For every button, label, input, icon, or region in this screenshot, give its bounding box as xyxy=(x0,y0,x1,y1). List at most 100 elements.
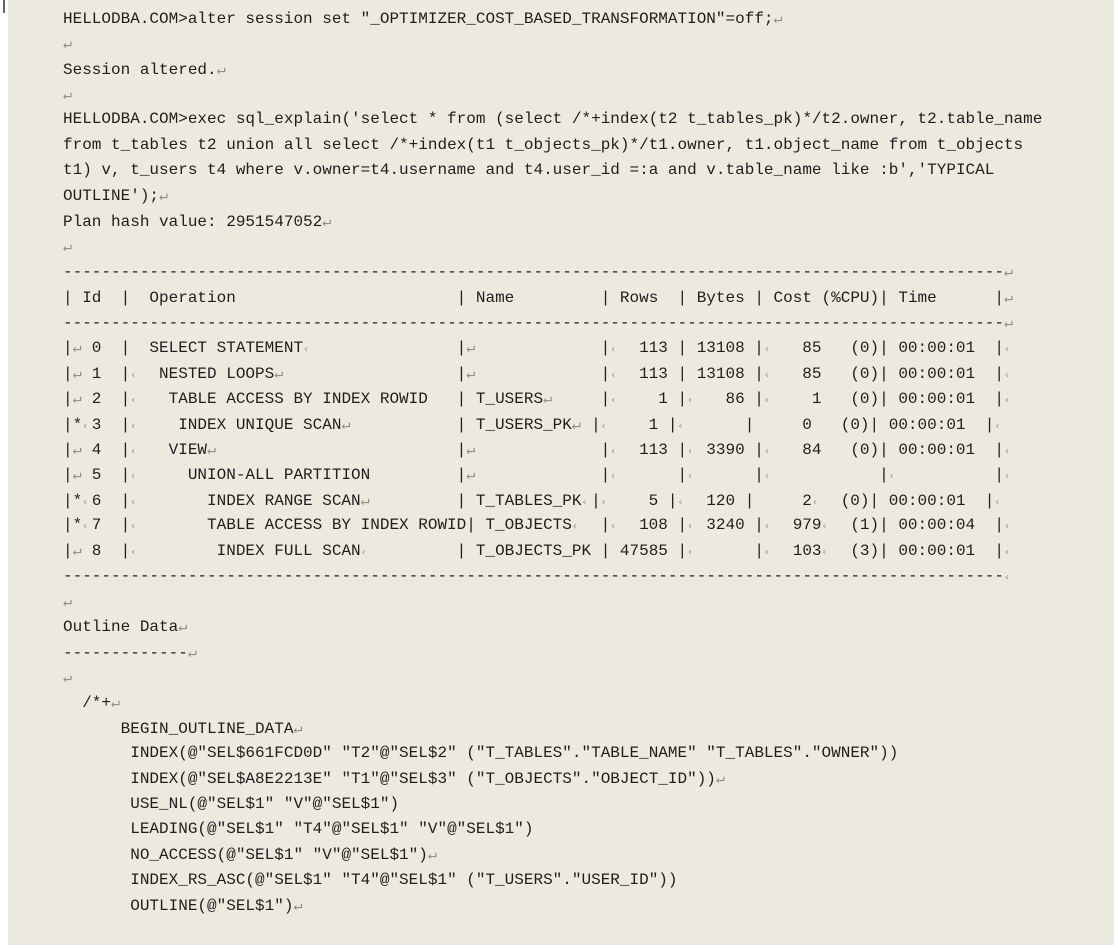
plan-table-border-mid: ----------------------------------------… xyxy=(63,310,1114,335)
console-text: | xyxy=(475,339,611,358)
small-break-mark: ‹ xyxy=(821,520,828,532)
console-text: 120 | xyxy=(687,491,755,510)
small-break-mark: ‹ xyxy=(130,369,137,381)
line-break-mark: ↵ xyxy=(466,338,476,357)
small-break-mark: ‹ xyxy=(888,471,895,483)
line-break-mark: ↵ xyxy=(715,769,725,788)
console-text: OUTLINE(@"SEL$1") xyxy=(63,897,294,916)
line-break-mark: ↵ xyxy=(293,718,303,737)
plan-table-header: | Id | Operation | Name | Rows | Bytes |… xyxy=(63,285,1114,310)
console-text: 84 (0)| 00:00:01 | xyxy=(773,440,1004,459)
console-text: | xyxy=(63,440,73,459)
small-break-mark: ‹ xyxy=(687,395,694,407)
line-break-mark: ↵ xyxy=(72,541,82,560)
plan-row-3: |*‹ 3 |‹ INDEX UNIQUE SCAN↵ | T_USERS_PK↵… xyxy=(63,412,1114,437)
console-text: INDEX FULL SCAN xyxy=(139,542,361,561)
console-text: | T_TABLES_PK xyxy=(370,491,582,510)
cmd-exec-sql-explain-line4: OUTLINE');↵ xyxy=(63,183,1114,208)
console-text: SELECT STATEMENT xyxy=(130,339,304,358)
console-text: | xyxy=(63,364,73,383)
small-break-mark: ‹ xyxy=(994,420,1001,432)
line-break-mark: ↵ xyxy=(293,896,303,915)
console-text: |* xyxy=(63,515,83,534)
small-break-mark: ‹ xyxy=(130,471,137,483)
small-break-mark: ‹ xyxy=(571,520,578,532)
line-break-mark: ↵ xyxy=(63,34,73,53)
console-text: BEGIN_OUTLINE_DATA xyxy=(63,719,294,738)
console-text: | xyxy=(63,339,73,358)
plan-row-6: |*‹ 6 |‹ INDEX RANGE SCAN↵ | T_TABLES_PK‹… xyxy=(63,488,1114,513)
console-text: 1 | xyxy=(619,390,688,409)
console-text: | xyxy=(773,466,889,485)
small-break-mark: ‹ xyxy=(763,520,770,532)
console-text: | xyxy=(696,466,764,485)
console-text: 7 | xyxy=(91,515,131,534)
console-text: INDEX(@"SEL$661FCD0D" "T2"@"SEL$2" ("T_T… xyxy=(63,743,899,762)
outline-use-nl: USE_NL(@"SEL$1" "V"@"SEL$1") xyxy=(63,792,1114,817)
console-text: 3390 | xyxy=(696,440,764,459)
outline-begin: BEGIN_OUTLINE_DATA↵ xyxy=(63,716,1114,741)
console-text: t1) v, t_users t4 where v.owner=t4.usern… xyxy=(63,161,995,180)
small-break-mark: ‹ xyxy=(763,369,770,381)
outline-data-title: Outline Data↵ xyxy=(63,614,1114,639)
cmd-alter-session: HELLODBA.COM>alter session set "_OPTIMIZ… xyxy=(63,6,1114,31)
small-break-mark: ‹ xyxy=(677,496,684,508)
page-corner-mark xyxy=(3,0,5,13)
line-break-mark: ↵ xyxy=(466,465,476,484)
console-text: TABLE ACCESS BY INDEX ROWID | T_USERS xyxy=(139,390,544,409)
console-text: 5 | xyxy=(610,491,678,510)
line-break-mark: ↵ xyxy=(216,59,226,78)
blank-line: ↵ xyxy=(63,31,1114,56)
line-break-mark: ↵ xyxy=(360,490,370,509)
small-break-mark: ‹ xyxy=(994,496,1001,508)
console-text: 113 | 13108 | xyxy=(619,364,764,383)
console-text: ----------------------------------------… xyxy=(63,263,1004,282)
line-break-mark: ↵ xyxy=(111,693,121,712)
console-text: 86 | xyxy=(696,390,764,409)
plan-row-7: |*‹ 7 |‹ TABLE ACCESS BY INDEX ROWID| T_O… xyxy=(63,513,1114,538)
plan-row-1: |↵ 1 |‹ NESTED LOOPS↵ |↵ |‹ 113 | 13108 … xyxy=(63,361,1114,386)
console-text: 4 | xyxy=(82,440,131,459)
console-text: Outline Data xyxy=(63,618,179,637)
console-text: | xyxy=(619,466,688,485)
small-break-mark: ‹ xyxy=(687,471,694,483)
line-break-mark: ↵ xyxy=(1003,313,1013,332)
small-break-mark: ‹ xyxy=(130,520,137,532)
console-text: NESTED LOOPS xyxy=(139,364,275,383)
small-break-mark: ‹ xyxy=(687,445,694,457)
line-break-mark: ↵ xyxy=(72,363,82,382)
console-text: 47585 | xyxy=(610,542,688,561)
console-text: | xyxy=(312,339,467,358)
plan-hash-line: Plan hash value: 2951547052↵ xyxy=(63,209,1114,234)
console-text: TABLE ACCESS BY INDEX ROWID| T_OBJECTS xyxy=(139,515,572,534)
line-break-mark: ↵ xyxy=(427,845,437,864)
small-break-mark: ‹ xyxy=(763,344,770,356)
small-break-mark: ‹ xyxy=(82,520,89,532)
console-text: /*+ xyxy=(63,694,112,713)
console-text: 0 (0)| 00:00:01 | xyxy=(754,415,995,434)
plan-row-0: |↵ 0 | SELECT STATEMENT‹ |↵ |‹ 113 | 131… xyxy=(63,335,1114,360)
small-break-mark: ‹ xyxy=(687,547,694,559)
small-break-mark: ‹ xyxy=(677,420,684,432)
console-text: USE_NL(@"SEL$1" "V"@"SEL$1") xyxy=(63,794,400,813)
console-text: (3)| 00:00:01 | xyxy=(831,542,1004,561)
line-break-mark: ↵ xyxy=(466,363,476,382)
plan-row-8: |↵ 8 |‹ INDEX FULL SCAN‹ | T_OBJECTS_PK … xyxy=(63,538,1114,563)
small-break-mark: ‹ xyxy=(610,445,617,457)
small-break-mark: ‹ xyxy=(130,547,137,559)
outline-index-rs-asc: INDEX_RS_ASC(@"SEL$1" "T4"@"SEL$1" ("T_U… xyxy=(63,868,1114,893)
line-break-mark: ↵ xyxy=(72,338,82,357)
small-break-mark: ‹ xyxy=(610,369,617,381)
console-text: 8 | xyxy=(82,542,131,561)
line-break-mark: ↵ xyxy=(571,414,581,433)
small-break-mark: ‹ xyxy=(763,395,770,407)
small-break-mark: ‹ xyxy=(821,547,828,559)
console-text: NO_ACCESS(@"SEL$1" "V"@"SEL$1") xyxy=(63,846,428,865)
console-text: INDEX(@"SEL$A8E2213E" "T1"@"SEL$3" ("T_O… xyxy=(63,770,716,789)
console-text: ----------------------------------------… xyxy=(63,566,1004,585)
line-break-mark: ↵ xyxy=(178,617,188,636)
console-text: | xyxy=(63,466,73,485)
outline-leading: LEADING(@"SEL$1" "T4"@"SEL$1" "V"@"SEL$1… xyxy=(63,817,1114,842)
console-text: | xyxy=(552,390,611,409)
